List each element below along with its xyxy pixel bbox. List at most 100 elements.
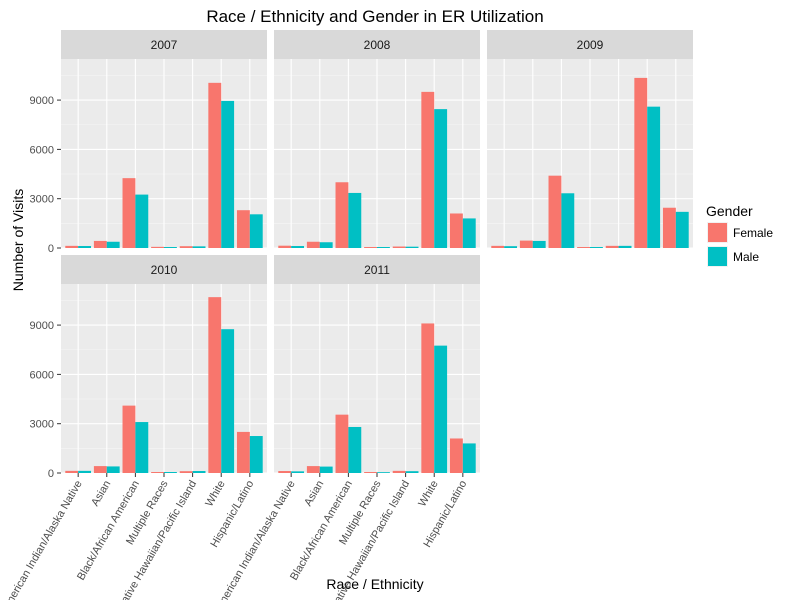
bar-male — [249, 214, 263, 248]
y-tick-label: 6000 — [30, 144, 54, 156]
bar-male — [434, 109, 448, 248]
legend-label-female: Female — [733, 226, 773, 240]
x-tick-label: White — [203, 479, 227, 509]
bar-female — [634, 77, 648, 249]
y-tick-label: 0 — [48, 243, 54, 255]
bar-female — [364, 472, 377, 473]
legend-label-male: Male — [733, 250, 759, 264]
y-tick-label: 9000 — [30, 95, 54, 107]
bar-male — [106, 241, 120, 248]
legend-swatch-male — [708, 247, 727, 266]
bar-female — [364, 247, 377, 248]
bar-female — [208, 297, 222, 473]
bar-male — [532, 240, 546, 248]
bar-male — [377, 247, 390, 248]
y-tick-label: 3000 — [30, 419, 54, 431]
bar-male — [291, 471, 305, 473]
bar-female — [179, 471, 193, 473]
legend-swatch-female — [708, 223, 727, 242]
facet-strip-label: 2008 — [364, 38, 391, 52]
legend-title: Gender — [706, 203, 753, 219]
bar-male — [221, 329, 235, 473]
facet-strip — [274, 30, 480, 59]
facet-panel-2009: 2009 — [487, 30, 693, 249]
y-axis-title: Number of Visits — [10, 189, 26, 291]
x-tick-label: White — [416, 479, 440, 509]
bar-female — [65, 245, 79, 248]
bar-female — [151, 472, 164, 473]
x-tick-label: Asian — [302, 479, 326, 509]
bar-female — [236, 431, 250, 473]
bar-male — [405, 246, 419, 248]
bar-male — [405, 471, 419, 473]
y-tick-label: 9000 — [30, 320, 54, 332]
bar-male — [590, 247, 603, 248]
bar-female — [335, 414, 349, 473]
bar-male — [78, 246, 92, 248]
bar-male — [249, 436, 263, 473]
bar-female — [179, 246, 193, 248]
bar-female — [306, 241, 320, 248]
facet-strip — [61, 255, 267, 284]
bar-male — [462, 443, 476, 473]
facet-strip-label: 2009 — [577, 38, 604, 52]
bar-male — [319, 242, 333, 248]
bar-male — [135, 194, 149, 248]
bar-male — [618, 245, 632, 248]
bar-male — [462, 218, 476, 248]
bar-male — [106, 466, 120, 473]
bar-male — [192, 471, 206, 473]
bar-male — [504, 246, 518, 248]
facet-strip-label: 2011 — [364, 263, 390, 277]
x-tick-label: American Indian/Alaska Native — [212, 479, 297, 600]
bar-female — [65, 470, 79, 473]
bar-female — [519, 240, 533, 248]
bar-male — [135, 422, 149, 473]
y-tick-label: 0 — [48, 468, 54, 480]
bar-male — [348, 192, 362, 248]
facet-strip — [61, 30, 267, 59]
bar-male — [291, 246, 305, 248]
bar-female — [278, 245, 292, 248]
facet-strip — [274, 255, 480, 284]
chart-title: Race / Ethnicity and Gender in ER Utiliz… — [206, 7, 543, 26]
bar-male — [78, 470, 92, 473]
bar-male — [434, 345, 448, 473]
facet-strip — [487, 30, 693, 59]
facet-strip-label: 2007 — [151, 38, 178, 52]
x-tick-label: American Indian/Alaska Native — [0, 479, 85, 600]
y-tick-label: 3000 — [30, 194, 54, 206]
x-tick-label: Asian — [89, 479, 113, 509]
bar-male — [377, 472, 390, 473]
bar-male — [164, 472, 177, 473]
bar-female — [93, 240, 107, 248]
x-axis-title: Race / Ethnicity — [326, 576, 423, 592]
bar-female — [662, 207, 676, 248]
bar-female — [335, 182, 349, 248]
bar-female — [392, 470, 406, 473]
bar-male — [647, 106, 661, 249]
bar-female — [548, 175, 562, 248]
bar-female — [491, 245, 505, 248]
legend: Gender Female Male — [706, 203, 773, 267]
bar-female — [421, 91, 435, 248]
facet-panel-2010: 2010 0 3000 6000 9000 American Indian/Alaska … — [0, 255, 267, 600]
bar-female — [208, 82, 222, 248]
bar-female — [122, 178, 136, 248]
bar-female — [236, 210, 250, 248]
bar-male — [164, 247, 177, 248]
bar-female — [306, 466, 320, 473]
bar-male — [221, 100, 235, 249]
bar-female — [605, 245, 619, 248]
bar-female — [93, 466, 107, 473]
bar-male — [192, 246, 206, 248]
facet-panel-2007: 2007 0 3000 6000 9000 — [30, 30, 267, 255]
bar-female — [449, 213, 463, 248]
bar-female — [421, 323, 435, 473]
bar-female — [392, 246, 406, 248]
bar-female — [122, 405, 136, 473]
bar-female — [278, 471, 292, 473]
y-tick-label: 6000 — [30, 369, 54, 381]
